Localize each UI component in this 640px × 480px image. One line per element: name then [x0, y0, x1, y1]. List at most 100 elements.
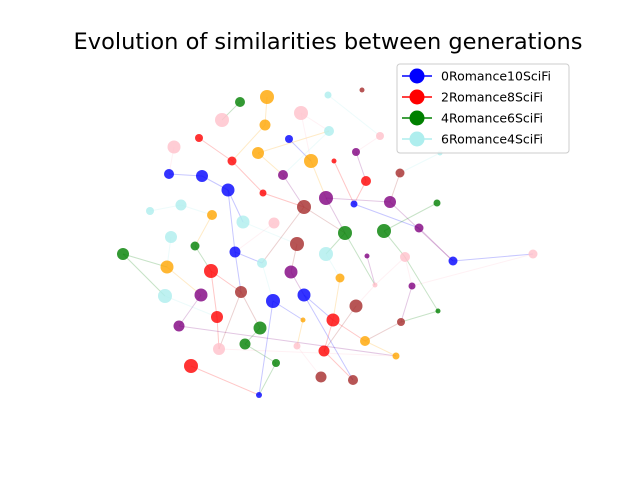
- network-edge: [344, 232, 376, 286]
- network-node-cyan: [165, 231, 177, 243]
- network-edge: [355, 135, 381, 153]
- network-node-cyan: [324, 126, 334, 136]
- network-edge: [164, 295, 218, 318]
- network-node-red: [331, 158, 337, 164]
- network-edge: [355, 151, 367, 182]
- network-node-orange: [207, 210, 217, 220]
- network-edge: [323, 350, 354, 381]
- network-node-green: [235, 97, 245, 107]
- network-edge: [332, 277, 341, 321]
- network-node-brown: [395, 168, 405, 178]
- network-edge: [300, 112, 312, 162]
- network-node-green: [190, 241, 200, 251]
- network-edge: [190, 365, 260, 396]
- network-node-cyan: [158, 289, 172, 303]
- network-edge: [333, 160, 355, 205]
- network-edge: [400, 310, 439, 323]
- network-node-blue: [221, 183, 235, 197]
- network-edge: [242, 221, 298, 245]
- network-edge: [303, 206, 346, 234]
- network-node-brown: [235, 286, 247, 298]
- network-node-purple: [414, 223, 424, 233]
- network-node-pink: [268, 217, 280, 229]
- network-node-brown: [397, 318, 405, 326]
- chart-title: Evolution of similarities between genera…: [74, 29, 583, 55]
- legend-marker: [409, 68, 425, 84]
- legend: 0Romance10SciFi 2Romance8SciFi 4Romance6Sc…: [396, 63, 570, 154]
- legend-frame: [396, 63, 570, 154]
- network-node-pink: [294, 106, 308, 120]
- legend-marker: [409, 110, 425, 126]
- network-node-brown: [348, 375, 358, 385]
- network-edge: [452, 253, 534, 262]
- network-edge: [218, 291, 242, 350]
- network-node-orange: [360, 336, 370, 346]
- network-node-orange: [260, 90, 274, 104]
- network-node-brown: [290, 237, 304, 251]
- network-edge: [257, 130, 330, 154]
- network-node-pink: [213, 343, 225, 355]
- network-node-cyan: [319, 247, 333, 261]
- network-edge: [166, 266, 202, 296]
- network-node-pink: [528, 249, 538, 259]
- network-edge: [194, 214, 213, 247]
- network-node-cyan: [236, 215, 250, 229]
- network-node-green: [239, 338, 251, 350]
- legend-label: 6Romance4SciFi: [441, 132, 543, 147]
- network-edge: [325, 197, 391, 203]
- network-node-pink: [400, 252, 410, 262]
- network-node-red: [204, 264, 218, 278]
- legend-label: 4Romance6SciFi: [441, 111, 543, 126]
- network-node-purple: [284, 265, 298, 279]
- network-node-pink: [372, 282, 378, 288]
- network-node-purple: [408, 282, 416, 290]
- network-node-blue: [448, 256, 458, 266]
- network-edge: [296, 345, 322, 378]
- network-edge: [178, 325, 397, 357]
- network-node-orange: [252, 147, 264, 159]
- legend-label: 0Romance10SciFi: [441, 69, 551, 84]
- network-edge: [227, 189, 236, 253]
- network-node-blue: [256, 392, 262, 398]
- network-edge: [411, 253, 534, 287]
- network-node-green: [272, 359, 280, 367]
- network-node-cyan: [324, 91, 332, 99]
- network-edge: [296, 319, 304, 347]
- network-node-red: [259, 189, 267, 197]
- network-edge: [404, 256, 439, 312]
- network-node-orange: [259, 119, 271, 131]
- network-edge: [364, 321, 402, 342]
- network-edge: [198, 137, 233, 162]
- network-edge: [323, 305, 357, 352]
- network-edge: [258, 362, 277, 396]
- network-edge: [218, 348, 397, 357]
- network-node-red: [184, 359, 198, 373]
- legend-entries: 0Romance10SciFi 2Romance8SciFi 4Romance6Sc…: [402, 68, 551, 147]
- network-node-purple: [352, 148, 360, 156]
- network-node-green: [377, 224, 391, 238]
- network-node-red: [195, 134, 203, 142]
- network-edge: [122, 253, 168, 268]
- network-node-brown: [349, 299, 363, 313]
- network-edge: [327, 94, 381, 137]
- network-node-blue: [285, 135, 293, 143]
- network-edge: [122, 253, 166, 297]
- network-node-red: [326, 313, 340, 327]
- network-node-orange: [392, 352, 400, 360]
- network-edge: [383, 202, 438, 232]
- network-edge: [210, 270, 218, 318]
- legend-marker: [409, 131, 425, 147]
- network-node-pink: [293, 342, 301, 350]
- network-node-cyan: [257, 258, 267, 268]
- network-node-red: [361, 176, 371, 186]
- legend-marker: [409, 89, 425, 105]
- network-edge: [418, 227, 454, 262]
- network-node-red: [318, 345, 330, 357]
- network-node-brown: [359, 87, 365, 93]
- network-edge: [231, 124, 266, 162]
- network-node-green: [338, 226, 352, 240]
- network-edge: [374, 256, 406, 286]
- network-edge: [262, 192, 305, 208]
- network-node-blue: [297, 288, 311, 302]
